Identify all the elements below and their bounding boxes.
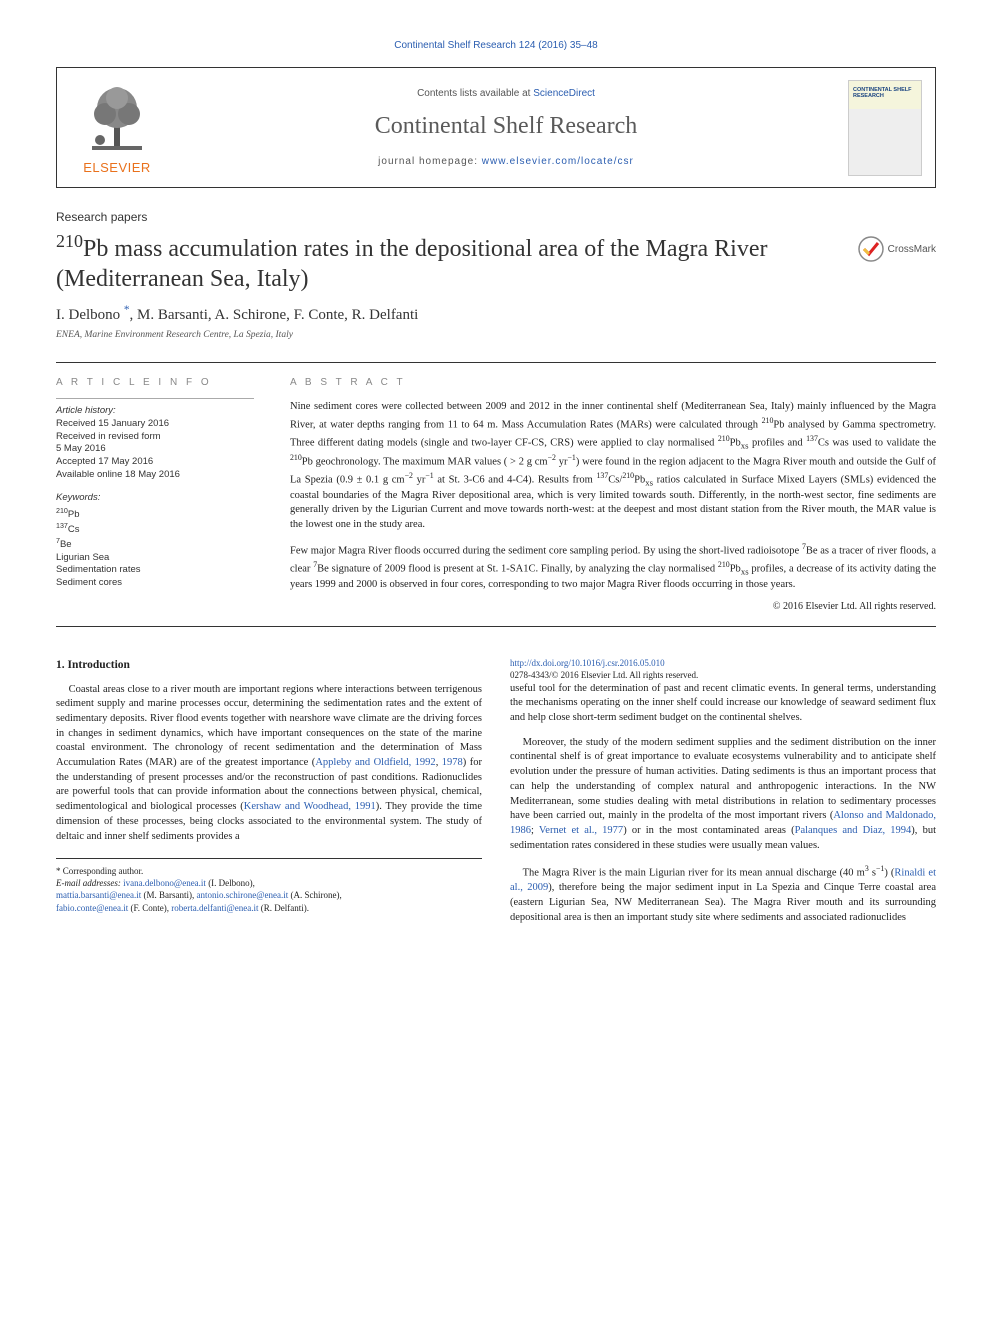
history-line: Available online 18 May 2016 bbox=[56, 469, 254, 482]
history-line: Accepted 17 May 2016 bbox=[56, 456, 254, 469]
crossmark-icon bbox=[858, 236, 884, 262]
history-head: Article history: bbox=[56, 405, 254, 418]
history-line: Received 15 January 2016 bbox=[56, 418, 254, 431]
article-title: 210Pb mass accumulation rates in the dep… bbox=[56, 230, 858, 294]
separator-top bbox=[56, 362, 936, 363]
history-line: Received in revised form bbox=[56, 431, 254, 444]
abstract-para: Few major Magra River floods occurred du… bbox=[290, 541, 936, 593]
separator-bottom bbox=[56, 626, 936, 627]
body-para: Moreover, the study of the modern sedime… bbox=[510, 736, 936, 854]
history-line: 5 May 2016 bbox=[56, 443, 254, 456]
keyword: Ligurian Sea bbox=[56, 552, 254, 565]
top-citation[interactable]: Continental Shelf Research 124 (2016) 35… bbox=[56, 40, 936, 51]
elsevier-wordmark: ELSEVIER bbox=[83, 160, 151, 175]
journal-cover-block: CONTINENTAL SHELF RESEARCH bbox=[835, 68, 935, 187]
crossmark-label: CrossMark bbox=[888, 244, 936, 255]
homepage-link[interactable]: www.elsevier.com/locate/csr bbox=[482, 156, 634, 167]
keywords-list: 210Pb 137Cs 7Be Ligurian Sea Sedimentati… bbox=[56, 507, 254, 590]
email-addresses: E-mail addresses: ivana.delbono@enea.it … bbox=[56, 877, 482, 913]
homepage-pre: journal homepage: bbox=[378, 156, 482, 167]
contents-pre: Contents lists available at bbox=[417, 88, 533, 99]
keyword: 210Pb bbox=[56, 507, 254, 522]
affiliation: ENEA, Marine Environment Research Centre… bbox=[56, 330, 936, 340]
intro-heading: 1. Introduction bbox=[56, 657, 482, 673]
body-para: The Magra River is the main Ligurian riv… bbox=[510, 863, 936, 925]
keyword: Sediment cores bbox=[56, 577, 254, 590]
article-history: Article history: Received 15 January 201… bbox=[56, 398, 254, 482]
doi-block: http://dx.doi.org/10.1016/j.csr.2016.05.… bbox=[510, 657, 936, 682]
body-para: useful tool for the determination of pas… bbox=[510, 682, 936, 726]
crossmark-badge[interactable]: CrossMark bbox=[858, 236, 936, 262]
journal-homepage-line: journal homepage: www.elsevier.com/locat… bbox=[185, 156, 827, 167]
journal-cover-thumbnail: CONTINENTAL SHELF RESEARCH bbox=[848, 80, 922, 176]
article-info-head: A R T I C L E I N F O bbox=[56, 377, 254, 388]
header-center: Contents lists available at ScienceDirec… bbox=[177, 68, 835, 187]
keyword: 137Cs bbox=[56, 522, 254, 537]
keyword: 7Be bbox=[56, 537, 254, 552]
elsevier-tree-icon bbox=[82, 80, 152, 154]
keywords-block: Keywords: 210Pb 137Cs 7Be Ligurian Sea S… bbox=[56, 492, 254, 590]
journal-title: Continental Shelf Research bbox=[185, 113, 827, 140]
contents-available-line: Contents lists available at ScienceDirec… bbox=[185, 88, 827, 99]
abstract: A B S T R A C T Nine sediment cores were… bbox=[290, 377, 936, 612]
corresponding-footnote: * Corresponding author. E-mail addresses… bbox=[56, 858, 482, 914]
journal-header: ELSEVIER Contents lists available at Sci… bbox=[56, 67, 936, 188]
section-label: Research papers bbox=[56, 210, 936, 224]
doi-link[interactable]: http://dx.doi.org/10.1016/j.csr.2016.05.… bbox=[510, 658, 665, 668]
sciencedirect-link[interactable]: ScienceDirect bbox=[533, 88, 595, 99]
cover-title: CONTINENTAL SHELF RESEARCH bbox=[853, 87, 917, 99]
keywords-head: Keywords: bbox=[56, 492, 254, 505]
email-label: E-mail addresses: bbox=[56, 878, 123, 888]
body-para: Coastal areas close to a river mouth are… bbox=[56, 683, 482, 845]
body-columns: 1. Introduction Coastal areas close to a… bbox=[56, 657, 936, 931]
abstract-head: A B S T R A C T bbox=[290, 377, 936, 388]
abstract-para: Nine sediment cores were collected betwe… bbox=[290, 400, 936, 533]
authors-line: I. Delbono *, M. Barsanti, A. Schirone, … bbox=[56, 304, 936, 324]
keyword: Sedimentation rates bbox=[56, 564, 254, 577]
corr-author-line: * Corresponding author. bbox=[56, 865, 482, 877]
abstract-copyright: © 2016 Elsevier Ltd. All rights reserved… bbox=[290, 601, 936, 612]
article-info: A R T I C L E I N F O Article history: R… bbox=[56, 377, 254, 612]
publisher-logo-block: ELSEVIER bbox=[57, 68, 177, 187]
issn-copyright: 0278-4343/© 2016 Elsevier Ltd. All right… bbox=[510, 670, 698, 680]
